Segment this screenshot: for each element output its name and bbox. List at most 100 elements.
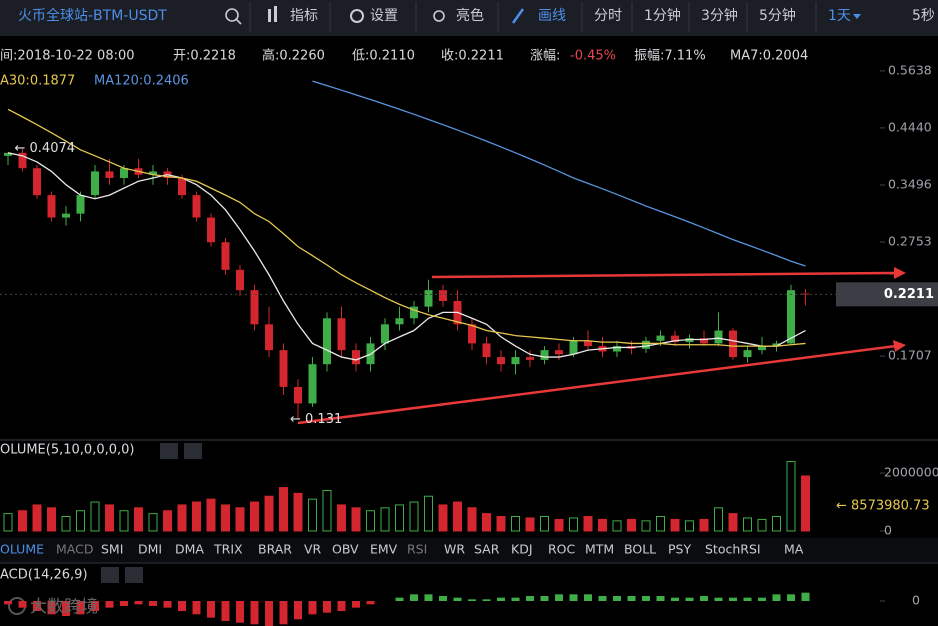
macd-bar [671, 597, 679, 601]
indicator-tab[interactable]: MACD [56, 542, 93, 557]
volume-bar [250, 501, 259, 532]
toolbar-item[interactable]: 3分钟 [701, 7, 738, 24]
settings-button[interactable] [101, 567, 119, 583]
macd-bar [801, 592, 810, 601]
candle-body [265, 324, 273, 351]
current-volume-label: ← 8573980.73 [836, 499, 930, 514]
toolbar-item[interactable]: 亮色 [456, 7, 484, 24]
indicator-tab[interactable]: MTM [585, 542, 614, 557]
panel-title: OLUME(5,10,0,0,0,0) [0, 443, 134, 458]
volume-bar [18, 510, 27, 532]
candle-body [221, 242, 230, 270]
volume-bar [728, 513, 738, 532]
macd-bar [337, 601, 346, 611]
toolbar-item[interactable]: 1天 [828, 8, 851, 24]
candle-body [279, 350, 288, 387]
macd-bar [149, 601, 157, 606]
candle-body [120, 168, 128, 178]
macd-bar [91, 601, 99, 611]
volume-bar [641, 520, 651, 532]
macd-bar [424, 594, 433, 601]
candle-body [4, 152, 12, 156]
indicator-tab[interactable]: OBV [332, 542, 359, 557]
indicator-tab[interactable]: TRIX [213, 542, 243, 557]
moving-average-line [7, 108, 806, 347]
indicator-tab[interactable]: MA [784, 542, 804, 557]
last-price-label: 0.2211 [884, 287, 934, 302]
toolbar-item[interactable]: 1分钟 [644, 7, 681, 24]
indicator-tab[interactable]: KDJ [511, 542, 533, 557]
macd-bar [308, 601, 317, 615]
indicator-tab[interactable]: SMI [101, 542, 123, 557]
indicator-tab[interactable]: WR [444, 542, 465, 557]
volume-bar [206, 498, 216, 532]
moving-average-line [312, 80, 806, 267]
search-icon [235, 18, 242, 25]
candle-body [178, 177, 186, 196]
volume-bar [743, 517, 752, 532]
indicator-tab[interactable]: DMI [138, 542, 162, 557]
candle-body [337, 318, 346, 351]
indicator-tab[interactable]: StochRSI [705, 542, 761, 557]
extreme-label: ← 0.4074 [15, 141, 76, 156]
macd-bar [265, 601, 273, 626]
volume-bar [511, 516, 520, 532]
volume-bar [554, 518, 564, 532]
indicator-tab[interactable]: RSI [407, 542, 427, 557]
indicator-tab[interactable]: BRAR [258, 542, 292, 557]
volume-bar [235, 507, 245, 532]
indicator-tab[interactable]: EMV [370, 542, 398, 557]
volume-bar [177, 504, 187, 532]
indicator-tab[interactable]: OLUME [0, 542, 44, 557]
volume-bar [612, 520, 622, 532]
settings-button[interactable] [160, 443, 178, 459]
toolbar-item[interactable]: 5分钟 [759, 7, 796, 24]
toolbar-item[interactable]: 5秒 [912, 8, 935, 24]
macd-bar [192, 601, 201, 615]
toolbar-item[interactable]: 设置 [370, 8, 398, 24]
indicator-tab[interactable]: SAR [474, 542, 500, 557]
toolbar-item[interactable]: 指标 [290, 8, 318, 24]
macd-bar [453, 597, 462, 601]
volume-bar [351, 507, 361, 532]
macd-bar [685, 597, 694, 601]
macd-bar [656, 596, 665, 601]
close-button[interactable] [125, 567, 143, 583]
candle-body [62, 213, 70, 218]
candle-body [91, 171, 99, 196]
toolbar-item[interactable]: 分时 [594, 8, 622, 24]
indicator-tab[interactable]: ROC [548, 542, 576, 557]
macd-bar [613, 596, 621, 601]
volume-bar [279, 487, 288, 532]
indicator-tab[interactable]: BOLL [624, 542, 656, 557]
candle-body [526, 357, 534, 360]
macd-bar [294, 601, 302, 620]
macd-bar [540, 596, 549, 601]
volume-bar [540, 516, 549, 532]
toolbar-item[interactable]: 火币全球站-BTM-USDT [18, 7, 167, 24]
candle-body [468, 324, 476, 344]
close-button[interactable] [184, 443, 202, 459]
indicator-tab[interactable]: DMA [175, 542, 204, 557]
candle-body [714, 330, 723, 344]
watermark: 大数跨境 [30, 597, 98, 617]
volume-bar [32, 504, 42, 532]
candle-body [613, 346, 621, 352]
legend-entry: MA7:0.2004 [730, 49, 808, 64]
draw-icon [511, 8, 525, 24]
macd-bar [468, 599, 476, 601]
candle-body [758, 346, 766, 351]
indicator-tab[interactable]: VR [304, 542, 322, 557]
volume-bar [424, 495, 433, 532]
ohlc-info: 涨幅: [530, 49, 560, 64]
candle-body [47, 195, 56, 218]
y-tick-label: 0 [884, 523, 892, 538]
indicator-tab[interactable]: PSY [668, 542, 691, 557]
toolbar-item[interactable]: 画线 [538, 8, 566, 24]
volume-bar [119, 510, 129, 532]
volume-bar [786, 460, 796, 532]
candle-body [192, 195, 201, 218]
panel-divider [0, 562, 938, 564]
search-icon[interactable] [225, 8, 239, 22]
